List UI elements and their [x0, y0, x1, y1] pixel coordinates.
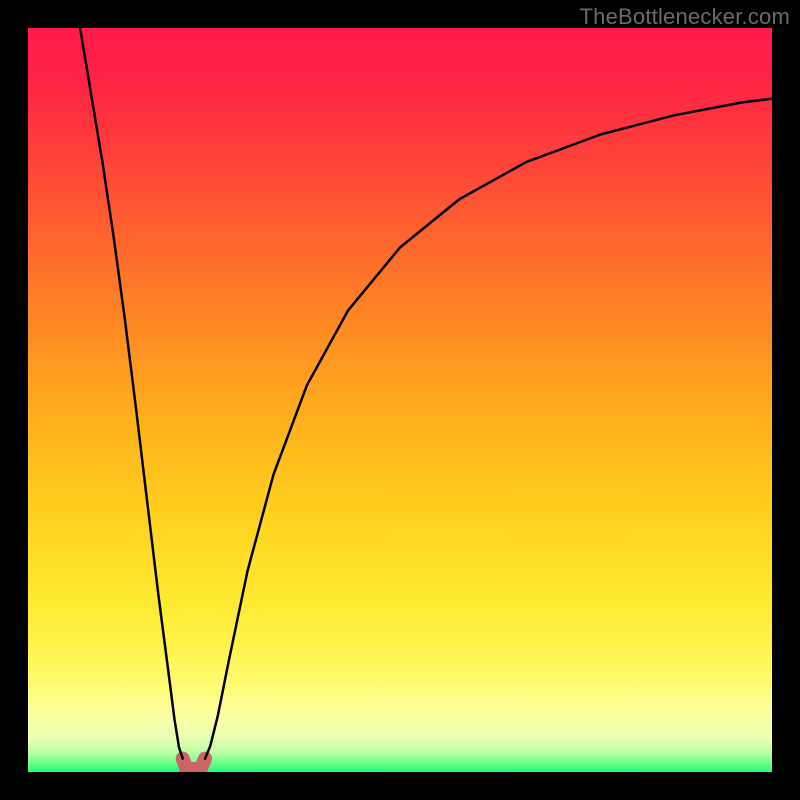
chart-container: TheBottlenecker.com [0, 0, 800, 800]
watermark-link[interactable]: TheBottlenecker.com [580, 4, 790, 30]
plot-background [28, 28, 772, 772]
chart-svg [0, 0, 800, 800]
